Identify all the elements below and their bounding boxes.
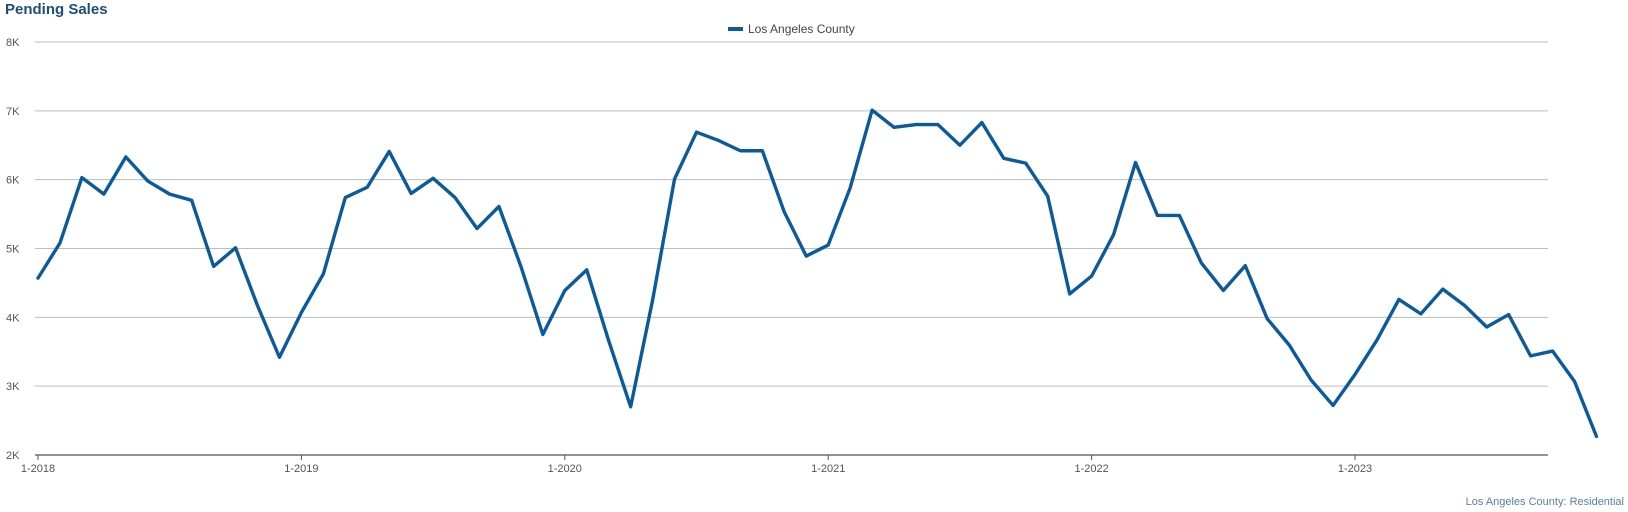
y-tick-label: 7K [6, 106, 20, 118]
data-point[interactable] [517, 262, 525, 270]
data-point[interactable] [1505, 311, 1513, 319]
data-point[interactable] [451, 194, 459, 202]
data-point[interactable] [1088, 272, 1096, 280]
data-point[interactable] [297, 309, 305, 317]
data-point[interactable] [429, 174, 437, 182]
data-point[interactable] [100, 190, 108, 198]
data-point[interactable] [78, 174, 86, 182]
data-point[interactable] [912, 121, 920, 129]
data-point[interactable] [627, 403, 635, 411]
data-point[interactable] [824, 241, 832, 249]
data-point[interactable] [1153, 211, 1161, 219]
data-point[interactable] [1022, 159, 1030, 167]
data-point[interactable] [385, 147, 393, 155]
data-point[interactable] [341, 194, 349, 202]
data-point[interactable] [605, 337, 613, 345]
data-point[interactable] [1263, 315, 1271, 323]
data-point[interactable] [1285, 341, 1293, 349]
data-point[interactable] [188, 196, 196, 204]
data-point[interactable] [232, 244, 240, 252]
data-point[interactable] [539, 331, 547, 339]
data-point[interactable] [890, 123, 898, 131]
data-point[interactable] [34, 274, 42, 282]
data-point[interactable] [714, 136, 722, 144]
data-point[interactable] [407, 189, 415, 197]
y-tick-label: 2K [6, 450, 20, 462]
data-point[interactable] [1066, 290, 1074, 298]
data-point[interactable] [978, 119, 986, 127]
data-point[interactable] [649, 296, 657, 304]
x-axis: 1-2018 1-2019 1-2020 1-2021 1-2022 1-2023 [21, 454, 1548, 475]
data-point[interactable] [1549, 347, 1557, 355]
data-point[interactable] [319, 270, 327, 278]
y-tick-label: 4K [6, 312, 20, 324]
x-tick-label: 1-2018 [21, 463, 55, 475]
data-point[interactable] [166, 190, 174, 198]
legend[interactable]: Los Angeles County [728, 22, 855, 36]
data-point[interactable] [780, 208, 788, 216]
data-point[interactable] [275, 353, 283, 361]
y-tick-label: 5K [6, 244, 20, 256]
data-point[interactable] [1592, 432, 1600, 440]
x-tick-label: 1-2022 [1074, 463, 1108, 475]
data-point[interactable] [1110, 231, 1118, 239]
data-point[interactable] [956, 141, 964, 149]
data-point[interactable] [1241, 262, 1249, 270]
data-point[interactable] [1373, 336, 1381, 344]
y-tick-label: 6K [6, 175, 20, 187]
data-point[interactable] [122, 153, 130, 161]
data-point[interactable] [144, 177, 152, 185]
data-point[interactable] [802, 252, 810, 260]
data-point[interactable] [934, 121, 942, 129]
y-axis-ticks: 2K 3K 4K 5K 6K 7K 8K [6, 37, 20, 462]
y-tick-label: 8K [6, 37, 20, 49]
data-point[interactable] [1417, 310, 1425, 318]
data-point[interactable] [758, 147, 766, 155]
data-point[interactable] [1219, 286, 1227, 294]
gridlines [35, 41, 1548, 387]
chart-title: Pending Sales [5, 1, 108, 18]
y-tick-label: 3K [6, 381, 20, 393]
data-point[interactable] [1351, 370, 1359, 378]
data-point[interactable] [254, 302, 262, 310]
x-tick-label: 1-2021 [811, 463, 845, 475]
series-line[interactable] [36, 108, 1599, 439]
data-point[interactable] [495, 203, 503, 211]
data-point[interactable] [1044, 192, 1052, 200]
x-tick-label: 1-2023 [1338, 463, 1372, 475]
data-point[interactable] [1307, 376, 1315, 384]
data-point[interactable] [473, 225, 481, 233]
data-point[interactable] [846, 184, 854, 192]
data-point[interactable] [1000, 154, 1008, 162]
data-point[interactable] [693, 128, 701, 136]
data-point[interactable] [1439, 285, 1447, 293]
legend-label[interactable]: Los Angeles County [748, 22, 855, 36]
x-tick-label: 1-2019 [284, 463, 318, 475]
data-point[interactable] [583, 266, 591, 274]
data-point[interactable] [1571, 377, 1579, 385]
data-point[interactable] [868, 106, 876, 114]
x-tick-label: 1-2020 [548, 463, 582, 475]
data-point[interactable] [1175, 211, 1183, 219]
data-point[interactable] [1329, 401, 1337, 409]
data-point[interactable] [210, 262, 218, 270]
data-point[interactable] [363, 183, 371, 191]
series-layer [34, 106, 1600, 440]
chart-footer-note: Los Angeles County: Residential [1465, 496, 1624, 508]
data-point[interactable] [736, 147, 744, 155]
data-point[interactable] [1527, 352, 1535, 360]
data-point[interactable] [1461, 302, 1469, 310]
data-point[interactable] [1483, 323, 1491, 331]
data-point[interactable] [56, 239, 64, 247]
data-point[interactable] [1132, 158, 1140, 166]
data-point[interactable] [561, 286, 569, 294]
data-point[interactable] [1197, 259, 1205, 267]
data-point[interactable] [1395, 295, 1403, 303]
data-point[interactable] [671, 175, 679, 183]
